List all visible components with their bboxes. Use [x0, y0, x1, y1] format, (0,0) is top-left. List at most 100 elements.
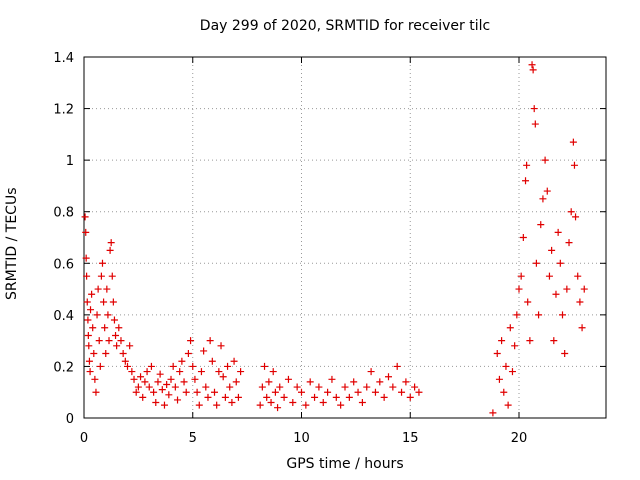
data-point — [548, 246, 556, 254]
data-point — [234, 393, 242, 401]
data-point — [221, 393, 229, 401]
data-point — [522, 177, 530, 185]
data-point — [341, 383, 349, 391]
data-point — [187, 337, 195, 345]
data-point — [276, 383, 284, 391]
data-point — [402, 378, 410, 386]
data-point — [117, 337, 125, 345]
data-point — [376, 378, 384, 386]
y-tick-label: 0.2 — [53, 360, 74, 375]
data-point — [174, 396, 182, 404]
data-point — [556, 259, 564, 267]
data-point — [219, 373, 227, 381]
data-point — [550, 337, 558, 345]
data-point — [328, 375, 336, 383]
data-point — [578, 324, 586, 332]
data-point — [269, 368, 277, 376]
y-tick-label: 0.4 — [53, 309, 74, 324]
data-point — [211, 388, 218, 396]
data-point — [115, 324, 123, 332]
data-point — [169, 362, 177, 370]
data-point — [98, 259, 106, 267]
data-point — [102, 350, 110, 358]
data-point — [171, 383, 179, 391]
data-point — [517, 272, 525, 280]
data-point — [380, 393, 388, 401]
data-point — [94, 285, 102, 293]
data-point — [85, 342, 93, 350]
data-point — [284, 375, 292, 383]
data-point — [206, 337, 214, 345]
data-point — [93, 311, 101, 319]
data-point — [354, 388, 362, 396]
data-point — [576, 298, 584, 306]
data-point — [511, 342, 519, 350]
data-point — [83, 272, 91, 280]
data-point — [106, 246, 114, 254]
data-point — [532, 259, 540, 267]
data-point — [554, 228, 562, 236]
x-tick-label: 10 — [293, 431, 310, 446]
data-point — [572, 213, 580, 221]
data-point — [324, 388, 332, 396]
data-point — [545, 272, 553, 280]
data-point — [141, 378, 149, 386]
data-point — [580, 285, 588, 293]
data-point — [165, 391, 173, 399]
data-point — [113, 342, 121, 350]
data-point — [495, 375, 503, 383]
data-point — [504, 401, 512, 409]
data-point — [530, 105, 538, 113]
data-point — [134, 383, 142, 391]
data-point — [213, 401, 221, 409]
data-point — [256, 401, 264, 409]
data-point — [145, 383, 153, 391]
data-point — [258, 383, 266, 391]
data-point — [367, 368, 375, 376]
data-point — [100, 298, 108, 306]
data-point — [226, 383, 234, 391]
data-point — [561, 350, 569, 358]
y-tick-label: 0.8 — [53, 206, 74, 221]
data-point — [87, 306, 95, 314]
data-point — [350, 378, 358, 386]
data-point — [569, 138, 577, 146]
data-point — [574, 272, 582, 280]
data-point — [389, 383, 397, 391]
data-point — [208, 357, 216, 365]
data-point — [90, 350, 98, 358]
data-point — [200, 347, 208, 355]
data-point — [371, 388, 379, 396]
data-point — [84, 316, 92, 324]
x-tick-label: 20 — [511, 431, 528, 446]
x-tick-label: 0 — [80, 431, 88, 446]
data-point — [415, 388, 423, 396]
data-point — [358, 399, 366, 407]
data-point — [91, 375, 99, 383]
data-point — [263, 393, 271, 401]
data-point — [363, 383, 371, 391]
data-point — [204, 393, 212, 401]
data-point — [500, 388, 508, 396]
data-point — [537, 221, 545, 229]
data-point — [82, 228, 90, 236]
data-point — [119, 350, 127, 358]
data-point — [524, 298, 532, 306]
data-point — [156, 370, 164, 378]
data-point — [182, 388, 190, 396]
data-point — [506, 324, 514, 332]
y-tick-label: 1.2 — [53, 103, 74, 118]
chart-title: Day 299 of 2020, SRMTID for receiver til… — [199, 18, 491, 34]
data-points — [81, 61, 588, 417]
data-point — [302, 401, 310, 409]
data-point — [406, 393, 414, 401]
data-point — [191, 375, 199, 383]
data-point — [526, 337, 534, 345]
axes — [83, 56, 607, 419]
data-point — [523, 161, 531, 169]
data-point — [217, 342, 225, 350]
data-point — [130, 375, 138, 383]
data-point — [195, 401, 203, 409]
